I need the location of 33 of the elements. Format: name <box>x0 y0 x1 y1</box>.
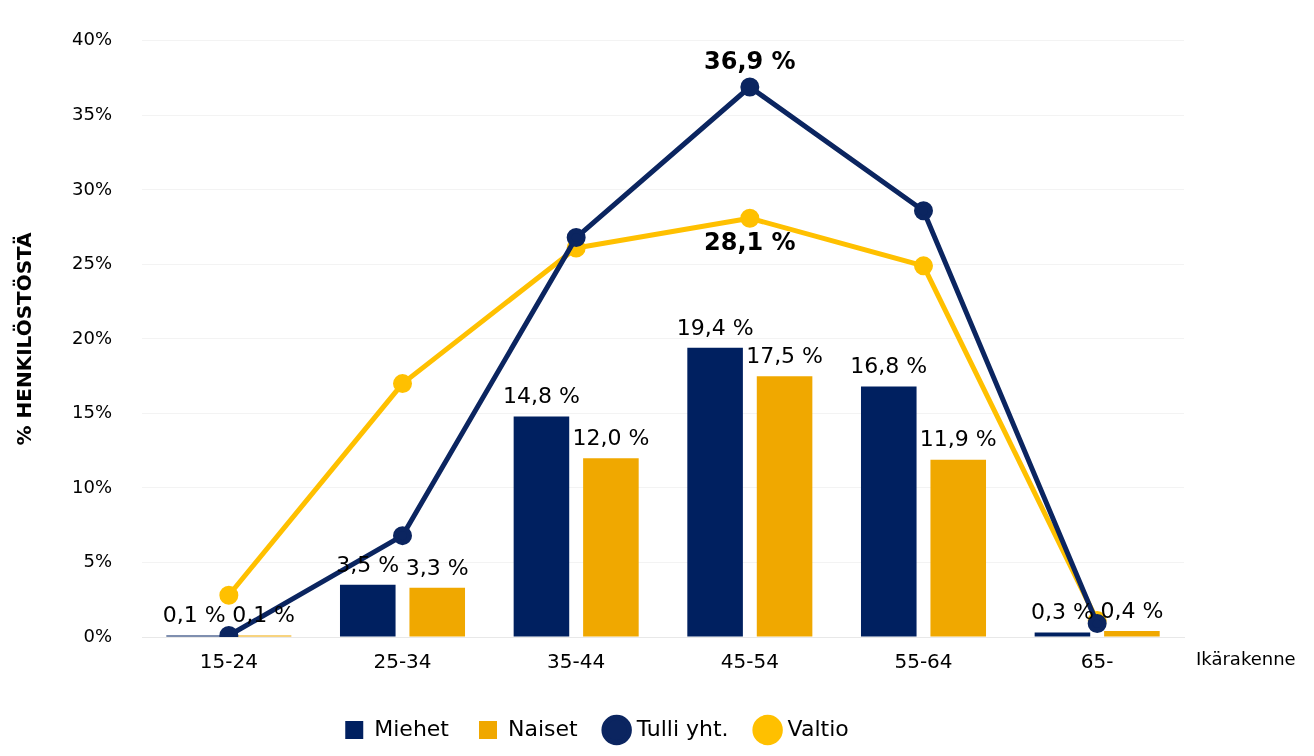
legend-label: Valtio <box>787 715 849 741</box>
legend-label: Tulli yht. <box>635 715 729 741</box>
x-axis-title: Ikärakenne <box>1196 647 1296 669</box>
x-tick-label: 35-44 <box>547 649 606 674</box>
y-tick-label: 5% <box>83 550 113 572</box>
x-tick-label: 45-54 <box>720 649 779 674</box>
y-tick-label: 35% <box>71 103 113 124</box>
x-tick-label: 55-64 <box>894 649 953 674</box>
y-tick-label: 10% <box>71 475 113 497</box>
y-tick-label: 40% <box>71 28 113 50</box>
legend-label: Miehet <box>374 715 450 741</box>
data-label: 12,0 % <box>572 424 650 450</box>
y-tick-label: 20% <box>71 326 113 348</box>
x-tick-label: 15-24 <box>199 649 258 674</box>
data-label: 0,1 % <box>232 602 296 628</box>
y-tick-label: 0% <box>83 624 113 646</box>
data-label: 11,9 % <box>919 426 997 452</box>
x-tick-label: 25-34 <box>373 649 432 674</box>
data-label: 36,9 % <box>704 47 796 76</box>
data-label: 0,4 % <box>1100 597 1164 623</box>
y-axis-title: % HENKILÖSTÖSTÄ <box>12 231 37 446</box>
data-label: 16,8 % <box>850 353 928 379</box>
data-label: 19,4 % <box>676 314 754 340</box>
y-tick-label: 15% <box>71 401 113 423</box>
data-label: 17,5 % <box>746 342 824 368</box>
data-label: 28,1 % <box>704 228 796 257</box>
x-tick-label: 65- <box>1080 649 1114 674</box>
data-label: 14,8 % <box>502 383 580 409</box>
legend-label: Naiset <box>507 715 579 741</box>
data-label: 3,3 % <box>405 554 469 580</box>
data-label: 0,1 % <box>162 602 226 628</box>
y-tick-label: 25% <box>71 252 113 274</box>
y-tick-label: 30% <box>71 177 113 199</box>
